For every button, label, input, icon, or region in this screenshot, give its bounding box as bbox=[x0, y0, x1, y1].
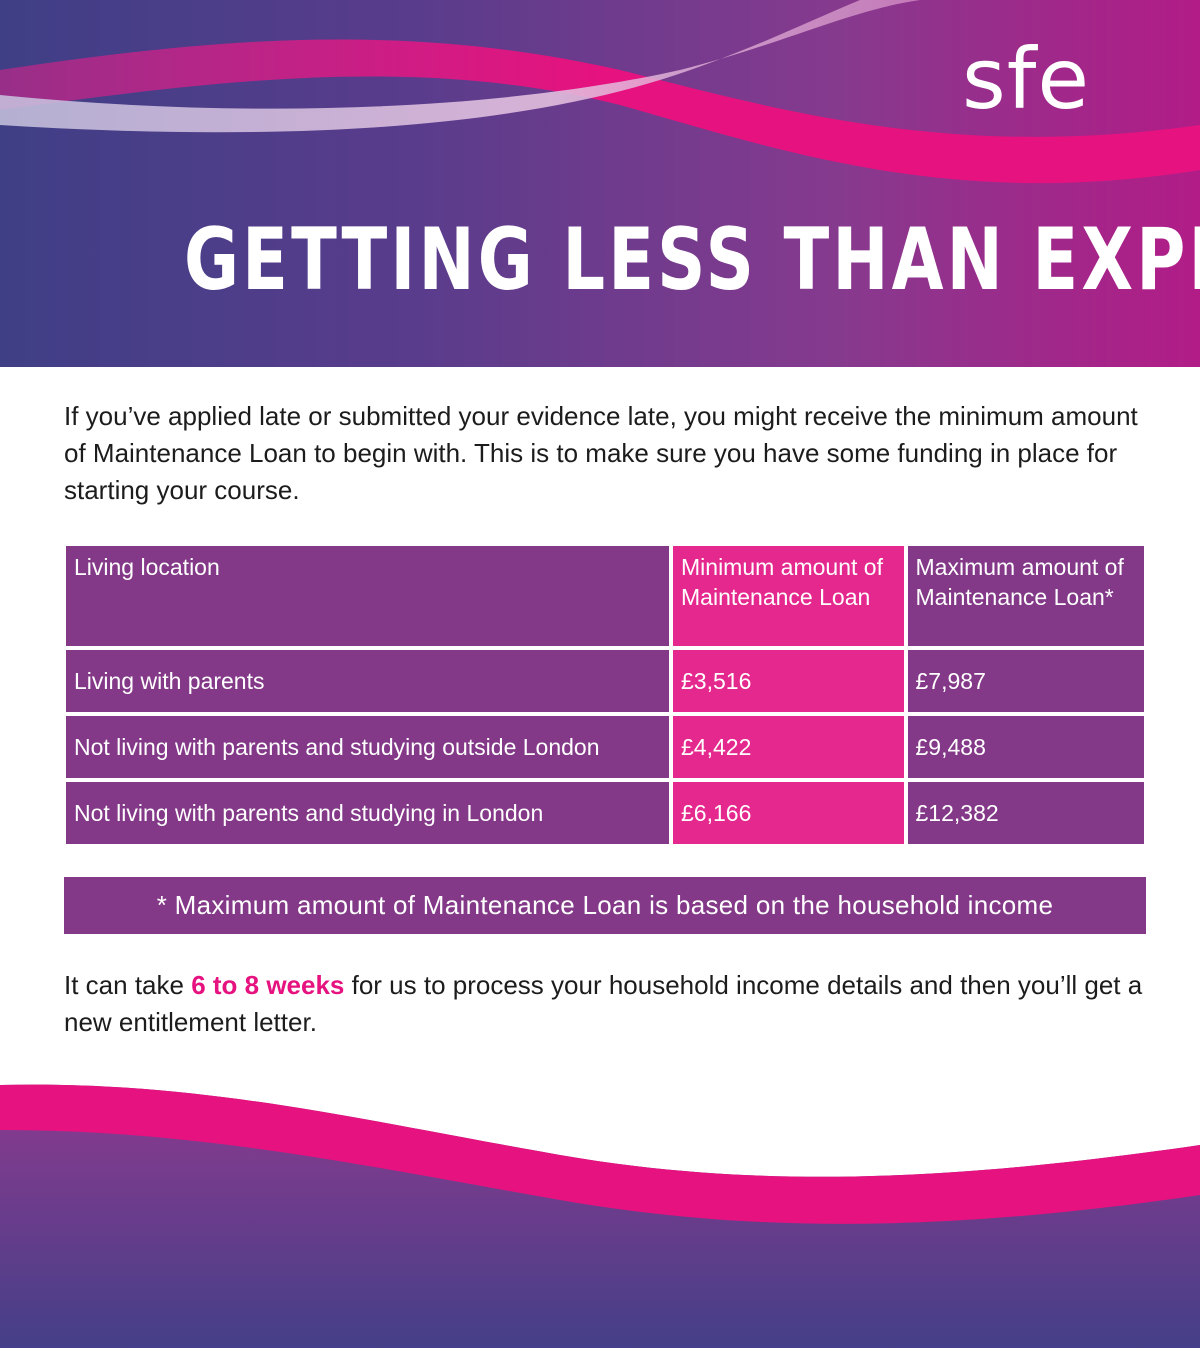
header-banner: sfe GETTING LESS THAN EXPECTED? bbox=[0, 0, 1200, 367]
cell-maximum: £12,382 bbox=[907, 782, 1144, 844]
footer-wave-banner bbox=[0, 1084, 1200, 1348]
cell-minimum: £4,422 bbox=[673, 716, 904, 778]
header-waves bbox=[0, 0, 1200, 184]
header-maximum-amount: Maximum amount of Maintenance Loan* bbox=[907, 546, 1144, 646]
processing-time-highlight: 6 to 8 weeks bbox=[191, 970, 345, 1000]
table-header-row: Living location Minimum amount of Mainte… bbox=[66, 546, 1144, 646]
cell-location: Not living with parents and studying in … bbox=[66, 782, 670, 844]
table-row: Not living with parents and studying out… bbox=[66, 716, 1144, 778]
cell-minimum: £6,166 bbox=[673, 782, 904, 844]
header-minimum-amount: Minimum amount of Maintenance Loan bbox=[673, 546, 904, 646]
page-title: GETTING LESS THAN EXPECTED? bbox=[0, 210, 1200, 310]
cell-location: Living with parents bbox=[66, 650, 670, 712]
page-title-text: GETTING LESS THAN EXPECTED? bbox=[183, 210, 1200, 310]
table-row: Living with parents £3,516 £7,987 bbox=[66, 650, 1144, 712]
footnote-text: * Maximum amount of Maintenance Loan is … bbox=[156, 890, 1054, 920]
cell-maximum: £7,987 bbox=[907, 650, 1144, 712]
outro-text-after: for us to process your household income … bbox=[64, 970, 1143, 1037]
intro-paragraph: If you’ve applied late or submitted your… bbox=[64, 401, 1138, 505]
header-living-location: Living location bbox=[66, 546, 670, 646]
maintenance-loan-table: Living location Minimum amount of Mainte… bbox=[62, 542, 1148, 848]
outro-text-before: It can take bbox=[64, 970, 192, 1000]
cell-location: Not living with parents and studying out… bbox=[66, 716, 670, 778]
table-row: Not living with parents and studying in … bbox=[66, 782, 1144, 844]
cell-minimum: £3,516 bbox=[673, 650, 904, 712]
sfe-logo: sfe bbox=[961, 30, 1090, 128]
outro-paragraph: It can take 6 to 8 weeks for us to proce… bbox=[64, 967, 1144, 1041]
footnote-banner: * Maximum amount of Maintenance Loan is … bbox=[64, 877, 1146, 934]
cell-maximum: £9,488 bbox=[907, 716, 1144, 778]
